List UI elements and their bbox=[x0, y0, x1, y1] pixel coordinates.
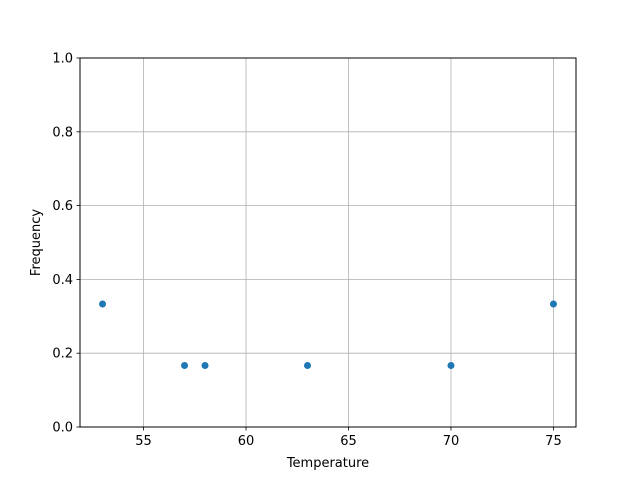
y-tick-label: 0.4 bbox=[52, 273, 73, 288]
x-tick-label: 55 bbox=[135, 434, 152, 449]
y-tick-label: 0.2 bbox=[52, 347, 73, 362]
y-tick-label: 0.6 bbox=[52, 199, 73, 214]
data-point bbox=[304, 361, 312, 369]
y-tick-label: 1.0 bbox=[52, 52, 73, 67]
x-axis-label: Temperature bbox=[286, 456, 369, 471]
y-axis-ticks: 0.0 0.2 0.4 0.6 0.8 1.0 bbox=[52, 52, 80, 436]
x-tick-label: 70 bbox=[443, 434, 460, 449]
data-points bbox=[99, 300, 557, 369]
y-tick-label: 0.8 bbox=[52, 125, 73, 140]
data-point bbox=[447, 361, 455, 369]
y-tick-label: 0.0 bbox=[52, 421, 73, 436]
data-point bbox=[99, 300, 107, 308]
y-axis-label: Frequency bbox=[29, 209, 44, 276]
data-point bbox=[549, 300, 557, 308]
x-tick-label: 75 bbox=[545, 434, 562, 449]
x-tick-label: 60 bbox=[238, 434, 255, 449]
x-tick-label: 65 bbox=[340, 434, 357, 449]
data-point bbox=[201, 361, 209, 369]
x-axis-ticks: 55 60 65 70 75 bbox=[135, 427, 562, 449]
plot-area-frame bbox=[79, 57, 577, 428]
data-point bbox=[181, 361, 189, 369]
